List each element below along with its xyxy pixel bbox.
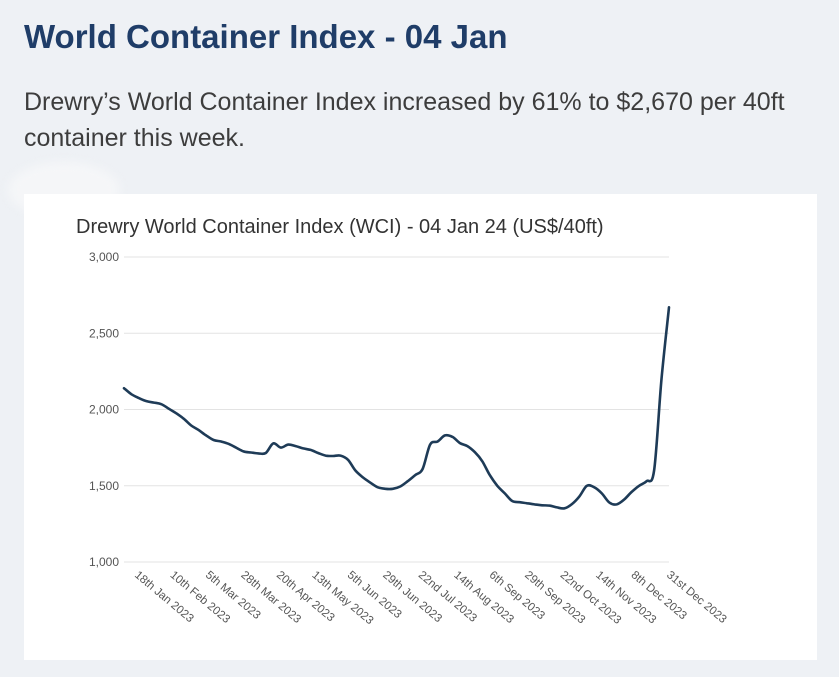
line-chart: 1,000 1,500 2,000 2,500 3,000 18th Jan 20231… — [89, 250, 729, 627]
series-layer — [122, 306, 671, 510]
chart-card: Drewry World Container Index (WCI) - 04 … — [24, 194, 817, 660]
page-subtitle: Drewry’s World Container Index increased… — [24, 88, 785, 152]
x-tick-label: 29th Sep 2023 — [522, 569, 587, 626]
x-tick-label: 31st Dec 2023 — [664, 569, 729, 626]
y-tick-label: 2,000 — [89, 403, 119, 417]
y-tick-label: 2,500 — [89, 326, 119, 340]
page-title: World Container Index - 04 Jan — [24, 18, 508, 55]
y-axis-ticks: 1,000 1,500 2,000 2,500 3,000 — [89, 250, 119, 569]
y-tick-label: 1,500 — [89, 479, 119, 493]
y-tick-label: 1,000 — [89, 555, 119, 569]
gridlines — [124, 256, 669, 563]
chart-title: Drewry World Container Index (WCI) - 04 … — [76, 216, 604, 238]
y-tick-label: 3,000 — [89, 250, 119, 264]
series-line — [122, 306, 671, 510]
x-tick-label: 22nd Oct 2023 — [558, 569, 624, 627]
x-tick-label: 13th May 2023 — [309, 569, 375, 627]
x-tick-label: 14th Nov 2023 — [593, 569, 658, 626]
